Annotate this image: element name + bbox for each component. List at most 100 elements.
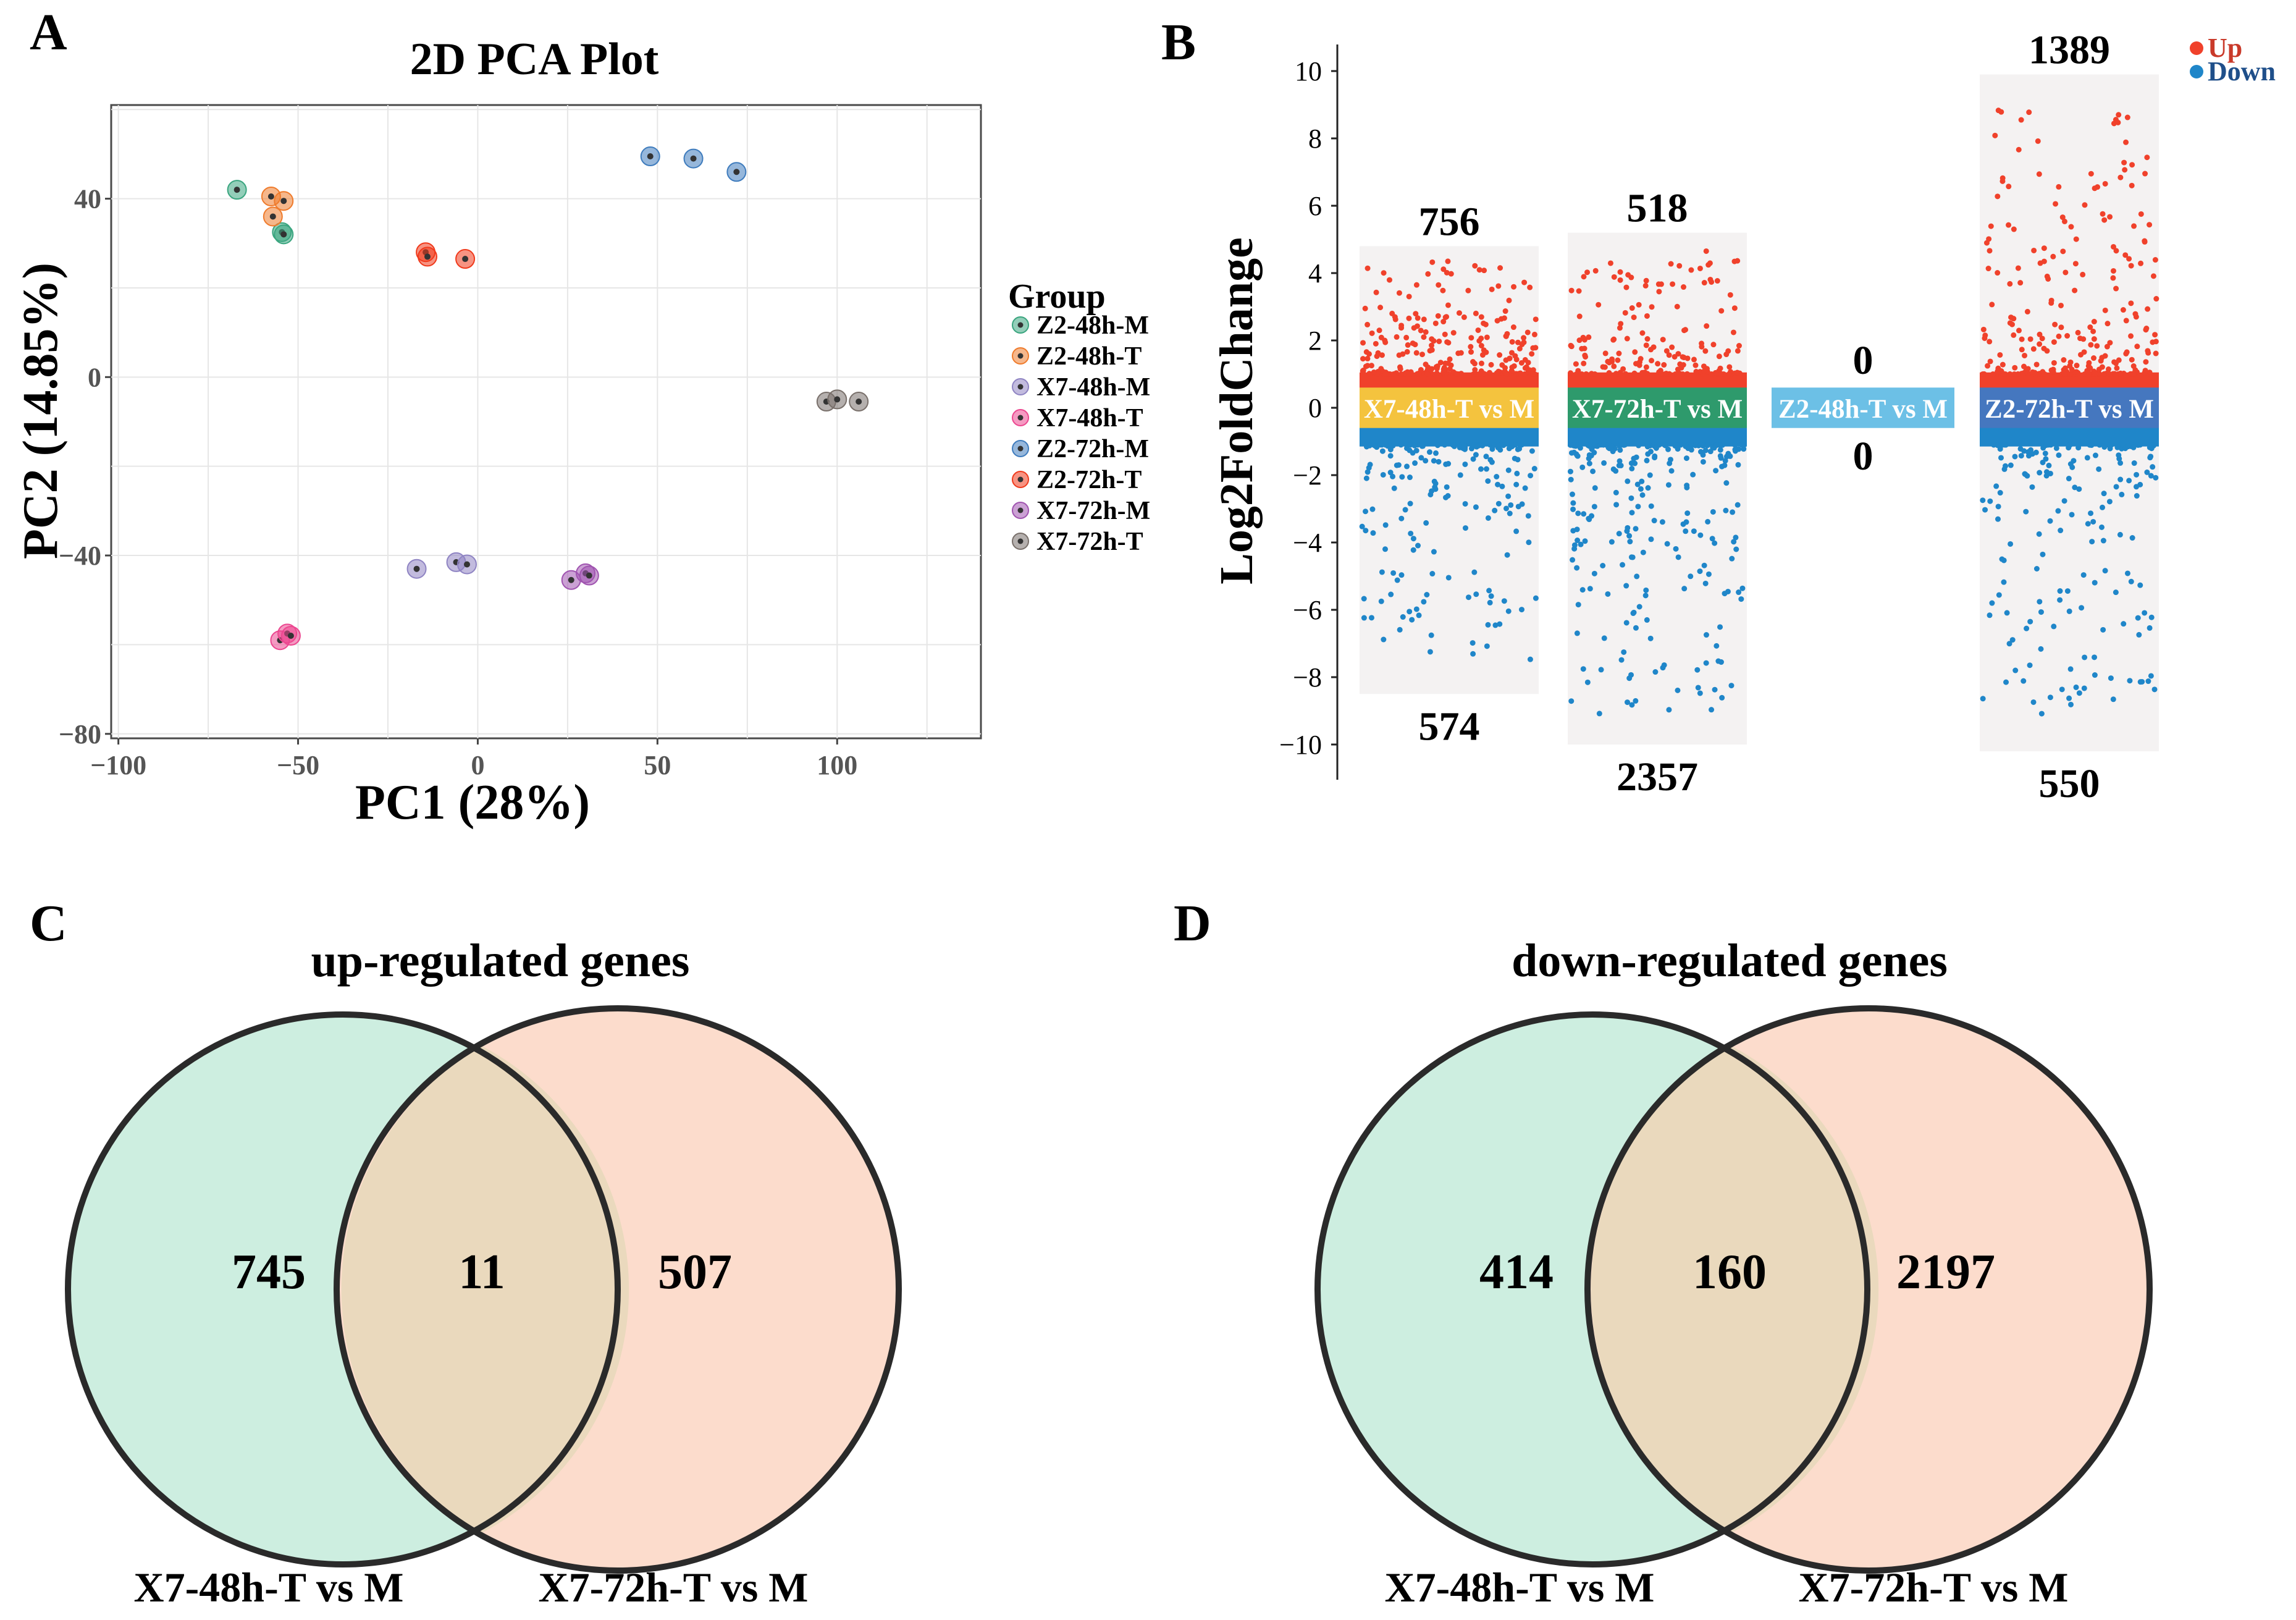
volcano-up-point (2016, 327, 2022, 334)
volcano-down-point (1684, 484, 1690, 491)
volcano-down-point (1580, 666, 1586, 672)
volcano-down-point (1528, 473, 1534, 479)
volcano-down-point (1636, 442, 1642, 449)
volcano-up-point (2106, 371, 2113, 377)
volcano-down-point (1739, 585, 1746, 591)
volcano-down-point (1515, 457, 1521, 463)
volcano-up-point (2087, 365, 2093, 371)
volcano-down-point (1581, 511, 1587, 517)
volcano-up-point (1363, 349, 1369, 355)
volcano-down-point (1705, 571, 1712, 577)
volcano-down-point (1666, 707, 1672, 713)
volcano-down-point (1495, 481, 1501, 487)
volcano-up-point (1476, 371, 1482, 377)
volcano-down-point (1407, 475, 1413, 481)
volcano-down-point (1390, 570, 1397, 576)
volcano-up-point (2095, 184, 2101, 190)
volcano-up-point (2007, 281, 2013, 287)
volcano-down-point (1652, 669, 1659, 675)
volcano-comparison-labels: X7-48h-T vs M X7-72h-T vs M Z2-48h-T vs M Z… (1360, 387, 2159, 428)
volcano-up-point (1622, 310, 1628, 316)
volcano-up-point (2153, 296, 2159, 302)
volcano-down-point (1433, 450, 1439, 456)
volcano-down-point (1577, 445, 1583, 451)
volcano-up-point (1576, 313, 1583, 319)
volcano-up-point (1693, 369, 1699, 375)
volcano-down-point (1361, 596, 1367, 602)
volcano-up-point (2121, 159, 2127, 166)
volcano-down-point (2090, 518, 2096, 525)
volcano-up-point (2145, 348, 2151, 354)
volcano-up-point (1392, 314, 1398, 320)
volcano-down-point (1586, 452, 1592, 458)
volcano-down-point (1717, 447, 1723, 453)
volcano-down-point (2043, 456, 2049, 462)
volcano-up-point (1445, 302, 1451, 308)
pca-x-tick-label: −100 (90, 750, 146, 780)
volcano-down-point (1722, 462, 1728, 468)
volcano-down-point (2066, 476, 2072, 482)
volcano-down-point (2129, 535, 2135, 541)
volcano-up-point (1712, 369, 1718, 376)
volcano-up-point (1989, 302, 1995, 308)
volcano-up-point (2128, 333, 2134, 339)
volcano-down-point (1623, 620, 1629, 626)
volcano-up-point (2132, 311, 2138, 317)
volcano-down-point (1568, 698, 1575, 704)
volcano-down-point (2047, 694, 2053, 701)
volcano-down-point (2003, 463, 2009, 469)
volcano-up-point (1509, 364, 1515, 370)
volcano-down-point (1633, 625, 1639, 631)
volcano-down-point (1391, 485, 1397, 491)
volcano-down-point (2021, 678, 2027, 684)
pca-y-tick-label: 0 (88, 362, 101, 392)
volcano-down-point (2027, 662, 2033, 669)
volcano-down-point (1665, 446, 1672, 452)
volcano-down-point (2056, 452, 2062, 458)
volcano-up-count: 518 (1627, 186, 1688, 231)
volcano-down-point (1512, 442, 1518, 448)
volcano-up-point (1606, 370, 1612, 376)
volcano-down-point (2088, 442, 2095, 449)
volcano-down-point (1648, 503, 1654, 509)
volcano-up-point (2105, 366, 2111, 373)
volcano-up-point (1436, 338, 1442, 344)
volcano-up-point (1575, 368, 1581, 374)
volcano-up-point (1382, 339, 1389, 345)
volcano-down-point (1429, 488, 1435, 494)
volcano-down-point (1618, 657, 1625, 663)
volcano-up-point (2064, 333, 2071, 339)
volcano-up-point (1365, 363, 1371, 369)
volcano-up-point (1396, 290, 1402, 296)
volcano-up-point (1581, 360, 1587, 366)
volcano-up-point (2091, 336, 2097, 342)
volcano-down-point (2038, 609, 2044, 615)
volcano-up-point (1440, 266, 1447, 272)
volcano-down-point (1366, 442, 1373, 449)
venn-down-left-outline (1314, 1011, 1870, 1567)
volcano-up-point (1506, 297, 1512, 303)
volcano-up-point (2153, 350, 2159, 356)
pca-point-center (269, 213, 276, 220)
volcano-up-point (1518, 360, 1524, 366)
volcano-down-point (1443, 494, 1449, 500)
volcano-up-point (2145, 306, 2151, 312)
volcano-down-point (2148, 445, 2155, 452)
volcano-up-point (2018, 117, 2024, 123)
volcano-down-point (1600, 442, 1607, 448)
volcano-down-point (1575, 453, 1581, 459)
volcano-down-point (2134, 493, 2140, 499)
volcano-down-point (1574, 526, 1580, 533)
volcano-legend-up-label: Up (2208, 33, 2242, 63)
volcano-down-point (2117, 460, 2124, 466)
volcano-up-point (1670, 281, 1676, 287)
volcano-up-point (1579, 345, 1585, 352)
volcano-up-point (1735, 348, 1741, 354)
venn-up-overlap (341, 1046, 629, 1533)
volcano-up-point (1432, 320, 1439, 326)
volcano-down-point (2081, 685, 2087, 691)
volcano-up-point (2111, 243, 2117, 250)
volcano-down-point (1398, 515, 1405, 521)
volcano-down-point (1470, 640, 1476, 646)
volcano-up-point (2086, 360, 2092, 366)
